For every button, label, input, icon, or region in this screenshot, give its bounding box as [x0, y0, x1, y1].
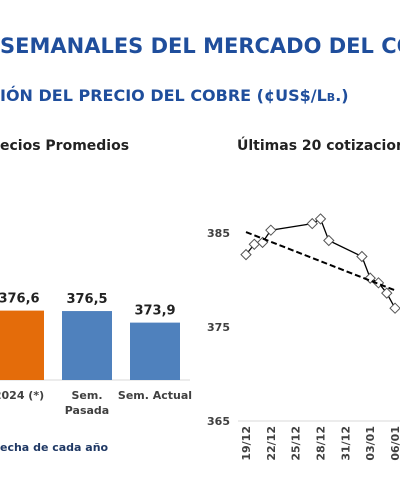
y-tick-label: 375: [207, 321, 230, 334]
data-label: 376,5: [66, 292, 107, 307]
data-label: 376,6: [0, 292, 40, 307]
chart-title: Últimas 20 cotizaciones: [237, 138, 400, 154]
x-tick-label: Sem. Pasada: [64, 389, 110, 417]
bar: [62, 311, 112, 380]
x-tick-label: 25/12: [290, 426, 303, 461]
x-tick-label: 19/12: [240, 426, 253, 461]
x-tick-label: 03/01: [364, 426, 377, 461]
data-label: 373,9: [134, 304, 175, 319]
chart-title: ecios Promedios: [0, 138, 130, 154]
x-tick-label: 2024 (*): [0, 389, 45, 402]
series-line: [245, 231, 396, 292]
point: [323, 234, 335, 247]
x-tick-label: 31/12: [339, 426, 352, 461]
y-tick-label: 365: [207, 415, 230, 428]
point: [265, 224, 277, 236]
point: [314, 213, 327, 225]
point: [381, 287, 393, 299]
x-tick-label: 06/01: [389, 426, 400, 461]
page-subtitle: IÓN DEL PRECIO DEL COBRE (¢US$/Lb.): [0, 86, 349, 105]
y-tick-label: 385: [207, 227, 230, 240]
point: [240, 248, 252, 261]
x-tick-label: Sem. Actual: [117, 389, 193, 402]
point: [389, 302, 400, 314]
bar: [0, 310, 44, 380]
page-title: SEMANALES DEL MERCADO DEL CO: [0, 34, 400, 58]
x-tick-label: 28/12: [315, 426, 328, 461]
point: [306, 217, 318, 230]
bar: [130, 322, 180, 380]
x-tick-label: 22/12: [265, 426, 278, 461]
point: [356, 250, 368, 263]
footnote: echa de cada año: [0, 441, 109, 454]
